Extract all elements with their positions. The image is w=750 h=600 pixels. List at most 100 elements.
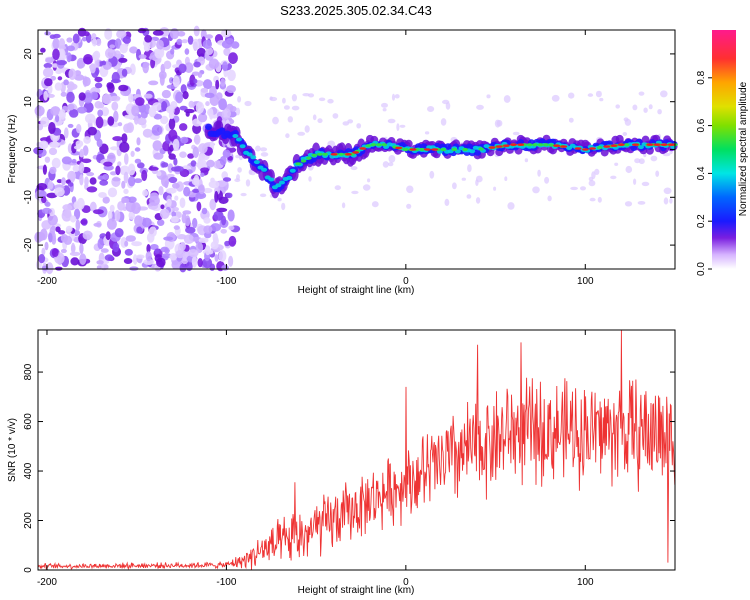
noise-blob bbox=[39, 190, 47, 199]
spectrogram-x-tick-label: 0 bbox=[403, 276, 409, 287]
noise-blob bbox=[201, 207, 208, 215]
noise-blob bbox=[148, 80, 159, 86]
colorbar-tick-label: 0.0 bbox=[696, 262, 707, 276]
noise-blob bbox=[144, 35, 153, 43]
noise-blob bbox=[142, 189, 149, 197]
noise-blob bbox=[179, 105, 188, 111]
spectrogram-x-axis-label: Height of straight line (km) bbox=[298, 285, 415, 296]
ridge-peak bbox=[646, 143, 654, 146]
noise-blob bbox=[148, 226, 157, 237]
noise-blob bbox=[160, 246, 169, 253]
ridge-peak bbox=[423, 148, 431, 151]
noise-blob bbox=[76, 59, 84, 69]
noise-blob bbox=[209, 198, 217, 211]
spectrogram-y-tick-label: 20 bbox=[23, 48, 34, 60]
noise-blob bbox=[146, 244, 151, 254]
noise-blob bbox=[101, 106, 109, 117]
ridge-peak bbox=[431, 148, 439, 151]
noise-blob bbox=[141, 169, 148, 182]
ridge-core bbox=[316, 152, 323, 156]
noise-blob bbox=[71, 158, 77, 164]
noise-blob bbox=[104, 28, 113, 40]
noise-blob bbox=[160, 115, 169, 125]
noise-blob bbox=[71, 142, 77, 154]
ridge-core bbox=[478, 147, 485, 151]
ridge-core bbox=[236, 137, 242, 142]
noise-blob bbox=[67, 143, 73, 154]
noise-blob bbox=[153, 152, 164, 160]
noise-blob bbox=[121, 133, 128, 144]
noise-blob bbox=[137, 27, 147, 34]
noise-blob bbox=[170, 215, 179, 223]
noise-blob bbox=[341, 202, 346, 209]
noise-blob bbox=[128, 176, 136, 187]
ridge-core bbox=[289, 168, 296, 173]
noise-blob bbox=[227, 209, 235, 222]
noise-blob bbox=[476, 104, 484, 110]
noise-blob bbox=[54, 187, 65, 197]
noise-blob bbox=[176, 38, 183, 46]
noise-blob bbox=[138, 104, 147, 113]
noise-blob bbox=[231, 41, 240, 49]
noise-blob bbox=[70, 257, 80, 266]
noise-blob bbox=[136, 137, 141, 146]
noise-blob bbox=[216, 92, 223, 100]
colorbar-label: Normalized spectral amplitude bbox=[738, 81, 749, 216]
ridge-peak bbox=[653, 143, 661, 146]
ridge-core bbox=[239, 144, 246, 149]
noise-blob bbox=[52, 37, 60, 50]
ridge-core bbox=[279, 180, 285, 185]
noise-blob bbox=[189, 74, 196, 87]
noise-blob bbox=[226, 85, 237, 94]
noise-blob bbox=[117, 122, 123, 127]
noise-blob bbox=[112, 177, 121, 182]
ridge-peak bbox=[589, 147, 596, 150]
noise-blob bbox=[43, 90, 48, 101]
noise-blob bbox=[641, 181, 650, 187]
ridge-core bbox=[469, 149, 476, 154]
ridge-core bbox=[381, 143, 388, 147]
noise-blob bbox=[154, 248, 160, 254]
noise-blob bbox=[63, 208, 72, 219]
noise-blob bbox=[507, 202, 515, 210]
noise-blob bbox=[637, 201, 646, 205]
ridge-body bbox=[474, 149, 482, 156]
noise-blob bbox=[75, 140, 84, 148]
noise-blob bbox=[154, 49, 163, 59]
noise-blob bbox=[96, 265, 102, 270]
noise-blob bbox=[204, 245, 211, 256]
noise-blob bbox=[69, 109, 79, 118]
noise-blob bbox=[111, 71, 120, 84]
noise-blob bbox=[123, 123, 132, 133]
noise-blob bbox=[113, 110, 119, 123]
noise-blob bbox=[226, 38, 234, 44]
snr-y-tick-label: 800 bbox=[23, 363, 34, 380]
noise-blob bbox=[110, 171, 117, 176]
noise-blob bbox=[388, 162, 394, 167]
noise-blob bbox=[156, 39, 164, 50]
noise-blob bbox=[75, 219, 81, 232]
noise-blob bbox=[45, 262, 54, 275]
ridge-peak bbox=[617, 143, 625, 146]
noise-blob bbox=[624, 201, 633, 207]
noise-blob bbox=[217, 180, 227, 188]
noise-blob bbox=[91, 33, 97, 40]
ridge-peak bbox=[610, 144, 618, 147]
ridge-body bbox=[218, 127, 226, 134]
noise-blob bbox=[381, 102, 388, 108]
noise-blob bbox=[362, 184, 371, 191]
noise-blob bbox=[128, 93, 134, 103]
noise-blob bbox=[124, 248, 133, 256]
noise-blob bbox=[210, 223, 222, 232]
noise-blob bbox=[50, 225, 56, 231]
noise-blob bbox=[229, 106, 237, 112]
noise-blob bbox=[467, 164, 472, 173]
noise-blob bbox=[643, 107, 648, 113]
noise-blob bbox=[121, 68, 128, 77]
noise-blob bbox=[237, 167, 242, 173]
noise-blob bbox=[143, 44, 151, 52]
noise-blob bbox=[89, 177, 97, 185]
noise-blob bbox=[179, 151, 187, 158]
noise-blob bbox=[83, 56, 93, 65]
ridge-core bbox=[311, 153, 318, 157]
